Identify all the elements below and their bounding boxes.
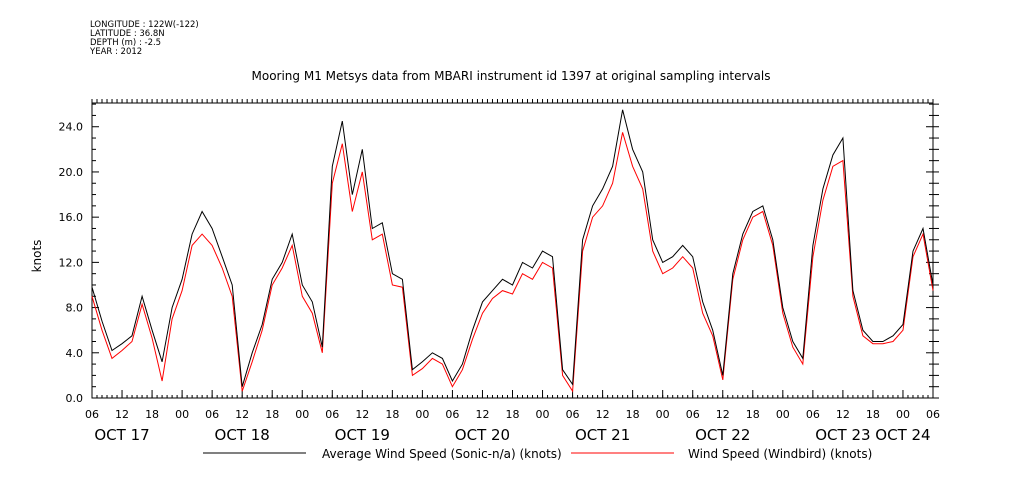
- x-tick-label: 12: [355, 408, 369, 421]
- plot-frame: [91, 99, 934, 399]
- x-day-label: OCT 23: [815, 426, 870, 444]
- y-axis: 0.0 4.0 8.0 12.0 16.0 20.0 24.0: [59, 103, 939, 405]
- x-tick-label: 00: [415, 408, 429, 421]
- y-tick-label: 24.0: [59, 121, 84, 134]
- meta-longitude: LONGITUDE : 122W(-122): [90, 20, 199, 30]
- x-tick-label: 06: [806, 408, 820, 421]
- y-tick-label: 20.0: [59, 166, 84, 179]
- legend-label: Wind Speed (Windbird) (knots): [688, 447, 872, 461]
- y-tick-label: 4.0: [66, 347, 84, 360]
- x-tick-label: 18: [385, 408, 399, 421]
- x-tick-label: 00: [175, 408, 189, 421]
- series-line: [91, 132, 934, 393]
- x-day-label: OCT 20: [455, 426, 510, 444]
- x-tick-label: 18: [746, 408, 760, 421]
- x-tick-label: 06: [926, 408, 940, 421]
- x-tick-label: 18: [145, 408, 159, 421]
- y-tick-label: 0.0: [66, 392, 84, 405]
- x-tick-label: 06: [445, 408, 459, 421]
- x-tick-label: 00: [896, 408, 910, 421]
- x-day-label: OCT 19: [335, 426, 390, 444]
- x-day-label: OCT 21: [575, 426, 630, 444]
- x-axis: 06 12 18 00 06 12 18 00 06 12 18 00 06 12 18 00 06 12 18 00…: [85, 390, 940, 444]
- series-line: [91, 109, 934, 387]
- legend-label: Average Wind Speed (Sonic-n/a) (knots): [322, 447, 562, 461]
- x-tick-label: 18: [866, 408, 880, 421]
- x-tick-label: 06: [85, 408, 99, 421]
- chart-title: Mooring M1 Metsys data from MBARI instru…: [252, 69, 771, 83]
- x-tick-label: 12: [716, 408, 730, 421]
- series-layer: [91, 109, 934, 393]
- plot-border: [91, 102, 934, 399]
- x-day-label: OCT 18: [215, 426, 270, 444]
- y-tick-label: 12.0: [59, 256, 84, 269]
- x-tick-label: 18: [265, 408, 279, 421]
- x-tick-label: 00: [536, 408, 550, 421]
- x-tick-label: 12: [475, 408, 489, 421]
- x-tick-label: 06: [686, 408, 700, 421]
- x-day-label: OCT 17: [94, 426, 149, 444]
- x-tick-label: 06: [325, 408, 339, 421]
- x-tick-label: 12: [836, 408, 850, 421]
- meta-year: YEAR : 2012: [90, 47, 143, 57]
- x-day-label: OCT 24: [875, 426, 930, 444]
- y-tick-label: 8.0: [66, 302, 84, 315]
- y-tick-label: 16.0: [59, 211, 84, 224]
- legend: Average Wind Speed (Sonic-n/a) (knots) Wi…: [203, 447, 872, 461]
- x-tick-label: 18: [626, 408, 640, 421]
- x-tick-label: 00: [776, 408, 790, 421]
- x-tick-label: 00: [295, 408, 309, 421]
- x-tick-label: 12: [596, 408, 610, 421]
- x-tick-label: 12: [115, 408, 129, 421]
- x-tick-label: 12: [235, 408, 249, 421]
- meta-depth: DEPTH (m) : -2.5: [90, 38, 162, 48]
- x-tick-label: 06: [205, 408, 219, 421]
- x-day-label: OCT 22: [695, 426, 750, 444]
- y-axis-label: knots: [30, 240, 44, 273]
- x-tick-label: 18: [506, 408, 520, 421]
- x-tick-label: 06: [566, 408, 580, 421]
- x-tick-label: 00: [656, 408, 670, 421]
- meta-latitude: LATITUDE : 36.8N: [90, 29, 165, 39]
